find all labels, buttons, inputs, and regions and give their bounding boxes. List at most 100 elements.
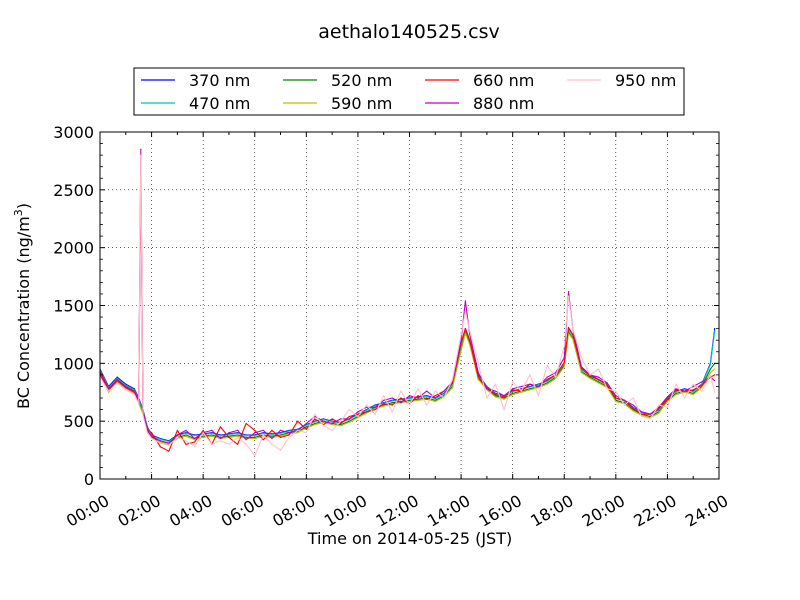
data-point-660-nm — [374, 409, 376, 411]
legend-label-880-nm: 880 nm — [473, 94, 534, 113]
data-point-590-nm — [477, 378, 479, 381]
data-point-880-nm — [684, 390, 686, 392]
data-point-880-nm — [219, 437, 221, 440]
data-point-950-nm — [211, 443, 213, 445]
data-point-470-nm — [288, 430, 290, 432]
data-point-660-nm — [237, 443, 239, 445]
data-point-880-nm — [383, 399, 385, 401]
data-point-520-nm — [305, 426, 307, 428]
data-point-950-nm — [598, 368, 600, 370]
data-point-660-nm — [194, 441, 196, 443]
data-point-470-nm — [133, 389, 135, 391]
data-point-520-nm — [675, 392, 677, 394]
data-point-590-nm — [211, 435, 213, 437]
series-line-590-nm — [100, 332, 716, 445]
data-point-470-nm — [322, 418, 325, 420]
data-point-590-nm — [314, 424, 316, 426]
data-point-880-nm — [641, 411, 643, 413]
data-point-590-nm — [615, 400, 617, 403]
data-point-590-nm — [460, 350, 462, 352]
data-point-950-nm — [322, 425, 325, 427]
data-point-880-nm — [623, 399, 626, 401]
data-point-590-nm — [494, 396, 497, 398]
data-point-950-nm — [314, 413, 316, 415]
legend-label-590-nm: 590 nm — [331, 94, 392, 113]
data-point-590-nm — [572, 338, 574, 340]
data-point-950-nm — [108, 390, 110, 392]
data-point-950-nm — [675, 383, 677, 385]
data-point-950-nm — [159, 442, 161, 444]
data-point-880-nm — [692, 385, 694, 388]
data-point-590-nm — [185, 435, 187, 437]
data-point-370-nm — [714, 328, 716, 330]
data-point-660-nm — [701, 384, 703, 386]
data-point-470-nm — [305, 424, 307, 426]
data-point-590-nm — [675, 394, 677, 396]
data-point-880-nm — [443, 390, 445, 392]
data-point-470-nm — [168, 440, 170, 442]
data-point-950-nm — [434, 390, 436, 392]
data-point-470-nm — [529, 386, 531, 388]
data-point-520-nm — [589, 376, 591, 378]
data-point-520-nm — [434, 399, 436, 401]
data-point-950-nm — [417, 388, 419, 390]
data-point-880-nm — [254, 432, 256, 434]
data-point-880-nm — [598, 376, 600, 378]
y-tick-label: 1500 — [53, 297, 94, 316]
y-tick-label: 2000 — [53, 239, 94, 258]
data-point-470-nm — [237, 432, 239, 434]
data-point-520-nm — [211, 434, 213, 436]
data-point-880-nm — [675, 388, 677, 390]
data-point-660-nm — [572, 333, 574, 335]
data-point-590-nm — [357, 417, 359, 419]
plot-background — [100, 132, 719, 479]
data-point-470-nm — [365, 409, 368, 411]
data-point-950-nm — [176, 436, 178, 438]
data-point-520-nm — [245, 436, 247, 438]
data-point-880-nm — [606, 382, 608, 384]
chart-title: aethalo140525.csv — [318, 21, 500, 43]
data-point-590-nm — [434, 400, 436, 403]
data-point-950-nm — [503, 409, 505, 411]
data-point-590-nm — [598, 382, 600, 384]
data-point-470-nm — [211, 432, 213, 434]
data-point-660-nm — [305, 428, 307, 430]
data-point-590-nm — [417, 399, 419, 401]
plot-area — [99, 131, 720, 480]
data-point-590-nm — [555, 377, 557, 379]
data-point-660-nm — [159, 446, 161, 448]
data-point-660-nm — [202, 429, 204, 431]
data-point-950-nm — [357, 415, 359, 418]
data-point-470-nm — [684, 388, 686, 390]
data-point-660-nm — [331, 418, 333, 420]
data-point-660-nm — [417, 395, 419, 397]
data-point-880-nm — [520, 385, 522, 388]
data-point-950-nm — [460, 333, 462, 335]
data-point-590-nm — [469, 344, 471, 346]
data-point-950-nm — [391, 411, 393, 413]
data-point-660-nm — [279, 436, 282, 438]
data-point-470-nm — [709, 363, 712, 366]
data-point-470-nm — [391, 400, 393, 402]
data-point-520-nm — [279, 434, 282, 436]
data-point-880-nm — [580, 366, 583, 368]
data-point-880-nm — [159, 440, 161, 442]
data-point-520-nm — [391, 402, 393, 404]
data-point-660-nm — [168, 450, 170, 452]
data-point-590-nm — [254, 437, 256, 440]
data-point-520-nm — [512, 392, 514, 394]
data-point-590-nm — [408, 400, 411, 403]
data-point-950-nm — [185, 440, 187, 442]
data-point-950-nm — [365, 404, 368, 406]
data-point-660-nm — [615, 397, 617, 399]
data-point-880-nm — [185, 429, 187, 431]
y-tick-label: 2500 — [53, 181, 94, 200]
data-point-950-nm — [451, 378, 454, 381]
data-point-880-nm — [374, 406, 376, 408]
data-point-660-nm — [567, 326, 570, 329]
data-point-950-nm — [194, 446, 196, 448]
data-point-950-nm — [494, 383, 497, 385]
data-point-660-nm — [632, 407, 634, 409]
data-point-950-nm — [262, 434, 264, 436]
